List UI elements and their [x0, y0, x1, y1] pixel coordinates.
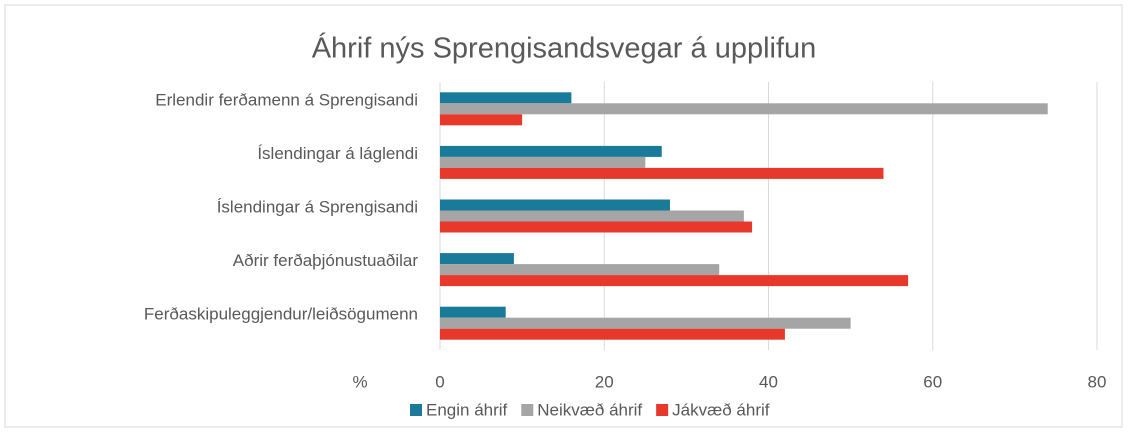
- legend-label: Engin áhrif: [426, 400, 508, 419]
- x-axis-label: %: [352, 372, 367, 391]
- x-tick-label: 40: [759, 372, 778, 391]
- bar: [440, 114, 523, 126]
- legend-swatch: [656, 404, 669, 416]
- bar: [440, 156, 646, 168]
- bar: [440, 167, 884, 179]
- bar: [440, 145, 662, 157]
- x-tick-label: 80: [1088, 372, 1107, 391]
- bar: [440, 92, 572, 104]
- bar: [440, 275, 909, 287]
- legend-label: Jákvæð áhrif: [672, 400, 770, 419]
- bar: [440, 253, 514, 265]
- bar: [440, 264, 720, 276]
- y-tick-label: Íslendingar á Sprengisandi: [217, 197, 418, 216]
- bar: [440, 328, 785, 340]
- legend-label: Neikvæð áhrif: [537, 400, 642, 419]
- legend-swatch: [521, 404, 534, 416]
- y-tick-label: Íslendingar á láglendi: [257, 144, 418, 163]
- bar: [440, 199, 670, 211]
- bar: [440, 210, 744, 222]
- bar: [440, 306, 506, 318]
- y-tick-label: Erlendir ferðamenn á Sprengisandi: [155, 90, 418, 109]
- y-tick-label: Ferðaskipuleggjendur/leiðsögumenn: [144, 305, 418, 324]
- y-tick-label: Aðrir ferðaþjónustuaðilar: [233, 251, 419, 270]
- bar: [440, 103, 1048, 115]
- x-tick-label: 0: [435, 372, 444, 391]
- legend-swatch: [410, 404, 422, 416]
- bar: [440, 317, 851, 329]
- x-tick-label: 20: [595, 372, 614, 391]
- bar: [440, 221, 753, 233]
- chart-title: Áhrif nýs Sprengisandsvegar á upplifun: [312, 32, 817, 65]
- x-tick-label: 60: [923, 372, 942, 391]
